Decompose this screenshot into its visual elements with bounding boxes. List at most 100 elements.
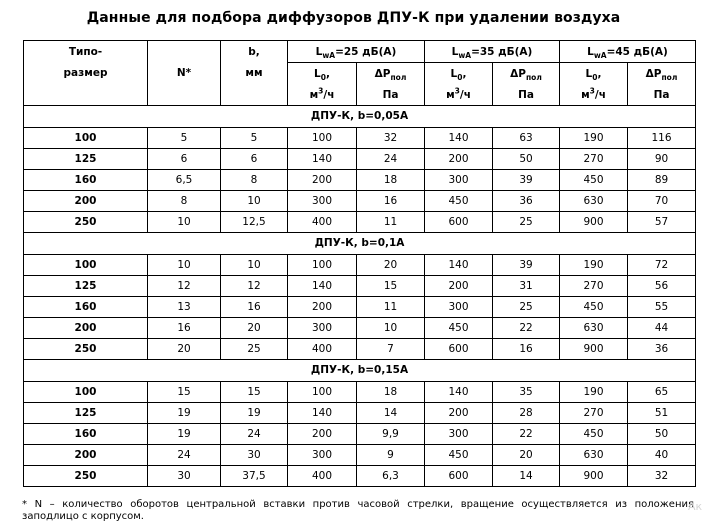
value-cell: 630 <box>559 444 628 466</box>
value-cell: 100 <box>287 127 357 149</box>
value-cell: 31 <box>492 275 560 297</box>
diffuser-data-table: Типо- b, LwA=25 дБ(A) LwA=35 дБ(A) LwA=4… <box>23 40 696 487</box>
value-cell: 15 <box>356 275 425 297</box>
size-cell: 250 <box>23 211 148 233</box>
value-cell: 20 <box>220 317 288 339</box>
header-size-bottom: размер <box>23 62 148 84</box>
value-cell: 25 <box>492 296 560 318</box>
value-cell: 6 <box>147 148 221 170</box>
value-cell: 300 <box>287 190 357 212</box>
footnote: * N – количество оборотов центральной вс… <box>22 499 694 522</box>
size-cell: 100 <box>23 127 148 149</box>
header-row-2: размер N* мм L0, ΔPпол L0, ΔPпол L0, ΔPп… <box>23 62 696 84</box>
size-cell: 160 <box>23 169 148 191</box>
table-row: 200 16 20 300 10 450 22 630 44 <box>23 317 696 339</box>
value-cell: 30 <box>147 465 221 487</box>
value-cell: 40 <box>627 444 696 466</box>
value-cell: 190 <box>559 254 628 276</box>
header-row-1: Типо- b, LwA=25 дБ(A) LwA=35 дБ(A) LwA=4… <box>23 40 696 63</box>
header-unit-pa: Па <box>356 84 425 106</box>
value-cell: 300 <box>287 444 357 466</box>
value-cell: 11 <box>356 296 425 318</box>
size-cell: 160 <box>23 423 148 445</box>
size-cell: 200 <box>23 317 148 339</box>
value-cell: 9,9 <box>356 423 425 445</box>
value-cell: 450 <box>559 296 628 318</box>
value-cell: 5 <box>147 127 221 149</box>
value-cell: 450 <box>559 169 628 191</box>
value-cell: 13 <box>147 296 221 318</box>
value-cell: 22 <box>492 423 560 445</box>
table-row: 160 19 24 200 9,9 300 22 450 50 <box>23 423 696 445</box>
size-cell: 125 <box>23 275 148 297</box>
value-cell: 44 <box>627 317 696 339</box>
value-cell: 5 <box>220 127 288 149</box>
value-cell: 32 <box>356 127 425 149</box>
value-cell: 35 <box>492 381 560 403</box>
value-cell: 22 <box>492 317 560 339</box>
table-row: 250 30 37,5 400 6,3 600 14 900 32 <box>23 465 696 487</box>
header-dp: ΔPпол <box>356 62 425 84</box>
value-cell: 900 <box>559 465 628 487</box>
value-cell: 25 <box>220 338 288 360</box>
value-cell: 19 <box>147 402 221 424</box>
value-cell: 8 <box>220 169 288 191</box>
value-cell: 200 <box>424 275 493 297</box>
value-cell: 36 <box>627 338 696 360</box>
value-cell: 270 <box>559 275 628 297</box>
value-cell: 70 <box>627 190 696 212</box>
value-cell: 14 <box>492 465 560 487</box>
value-cell: 89 <box>627 169 696 191</box>
value-cell: 24 <box>147 444 221 466</box>
header-n: N* <box>147 62 221 84</box>
value-cell: 190 <box>559 381 628 403</box>
watermark: Ак <box>688 500 703 513</box>
section-title: ДПУ-К, b=0,15A <box>23 359 696 382</box>
value-cell: 15 <box>147 381 221 403</box>
value-cell: 51 <box>627 402 696 424</box>
header-l0: L0, <box>424 62 493 84</box>
table-row: 200 24 30 300 9 450 20 630 40 <box>23 444 696 466</box>
size-cell: 250 <box>23 465 148 487</box>
table-row: 250 10 12,5 400 11 600 25 900 57 <box>23 211 696 233</box>
value-cell: 12 <box>147 275 221 297</box>
value-cell: 100 <box>287 254 357 276</box>
value-cell: 39 <box>492 254 560 276</box>
value-cell: 55 <box>627 296 696 318</box>
size-cell: 160 <box>23 296 148 318</box>
value-cell: 600 <box>424 211 493 233</box>
value-cell: 300 <box>424 296 493 318</box>
value-cell: 36 <box>492 190 560 212</box>
value-cell: 600 <box>424 465 493 487</box>
header-row-3: м3/ч Па м3/ч Па м3/ч Па <box>23 84 696 106</box>
value-cell: 200 <box>287 423 357 445</box>
section-header-row: ДПУ-К, b=0,1A <box>23 232 696 255</box>
header-group-25: LwA=25 дБ(A) <box>287 40 425 63</box>
header-l0: L0, <box>287 62 357 84</box>
value-cell: 10 <box>147 254 221 276</box>
value-cell: 200 <box>287 169 357 191</box>
value-cell: 15 <box>220 381 288 403</box>
value-cell: 65 <box>627 381 696 403</box>
value-cell: 63 <box>492 127 560 149</box>
value-cell: 300 <box>424 169 493 191</box>
size-cell: 200 <box>23 190 148 212</box>
value-cell: 200 <box>287 296 357 318</box>
value-cell: 25 <box>492 211 560 233</box>
value-cell: 14 <box>356 402 425 424</box>
value-cell: 20 <box>492 444 560 466</box>
value-cell: 30 <box>220 444 288 466</box>
value-cell: 100 <box>287 381 357 403</box>
size-cell: 100 <box>23 254 148 276</box>
section-header-row: ДПУ-К, b=0,05A <box>23 105 696 128</box>
value-cell: 630 <box>559 317 628 339</box>
value-cell: 57 <box>627 211 696 233</box>
table-row: 160 13 16 200 11 300 25 450 55 <box>23 296 696 318</box>
size-cell: 200 <box>23 444 148 466</box>
header-unit-flow: м3/ч <box>424 84 493 106</box>
value-cell: 11 <box>356 211 425 233</box>
header-unit-flow: м3/ч <box>559 84 628 106</box>
header-group-45: LwA=45 дБ(A) <box>559 40 696 63</box>
header-unit-pa: Па <box>627 84 696 106</box>
table-row: 125 6 6 140 24 200 50 270 90 <box>23 148 696 170</box>
